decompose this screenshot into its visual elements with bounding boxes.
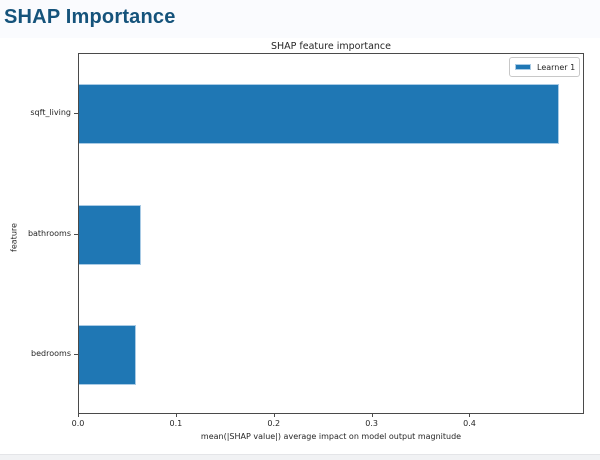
x-tick-mark: [371, 414, 373, 417]
x-tick-label-0.0: 0.0: [71, 419, 85, 428]
legend: Learner 1: [509, 57, 580, 77]
x-tick-label-0.1: 0.1: [169, 419, 183, 428]
bar-sqft_living: [79, 84, 559, 145]
y-tick-mark: [74, 113, 78, 115]
y-tick-label-sqft_living: sqft_living: [30, 108, 71, 118]
panel-bottom-edge: [0, 454, 600, 460]
y-tick-label-bathrooms: bathrooms: [27, 228, 71, 238]
x-tick-mark: [78, 414, 79, 417]
x-tick-label-0.2: 0.2: [267, 419, 281, 428]
legend-swatch-icon: [515, 64, 531, 70]
y-axis-label: feature: [9, 223, 19, 252]
bar-bathrooms: [79, 204, 141, 265]
x-tick-mark: [469, 414, 471, 417]
bar-bedrooms: [79, 324, 136, 385]
x-tick-label-0.4: 0.4: [463, 419, 476, 428]
chart-title: SHAP feature importance: [270, 41, 392, 52]
x-tick-label-0.3: 0.3: [365, 419, 378, 428]
x-axis-label: mean(|SHAP value|) average impact on mod…: [200, 432, 462, 441]
page-title: SHAP Importance: [4, 6, 176, 28]
y-tick-label-bedrooms: bedrooms: [31, 348, 71, 358]
legend-label: Learner 1: [537, 62, 576, 72]
x-tick-mark: [273, 414, 275, 417]
page-header: SHAP Importance: [0, 0, 600, 38]
y-tick-mark: [74, 353, 78, 355]
x-tick-mark: [175, 414, 177, 417]
y-tick-mark: [74, 233, 78, 235]
plot-area: [78, 53, 584, 414]
